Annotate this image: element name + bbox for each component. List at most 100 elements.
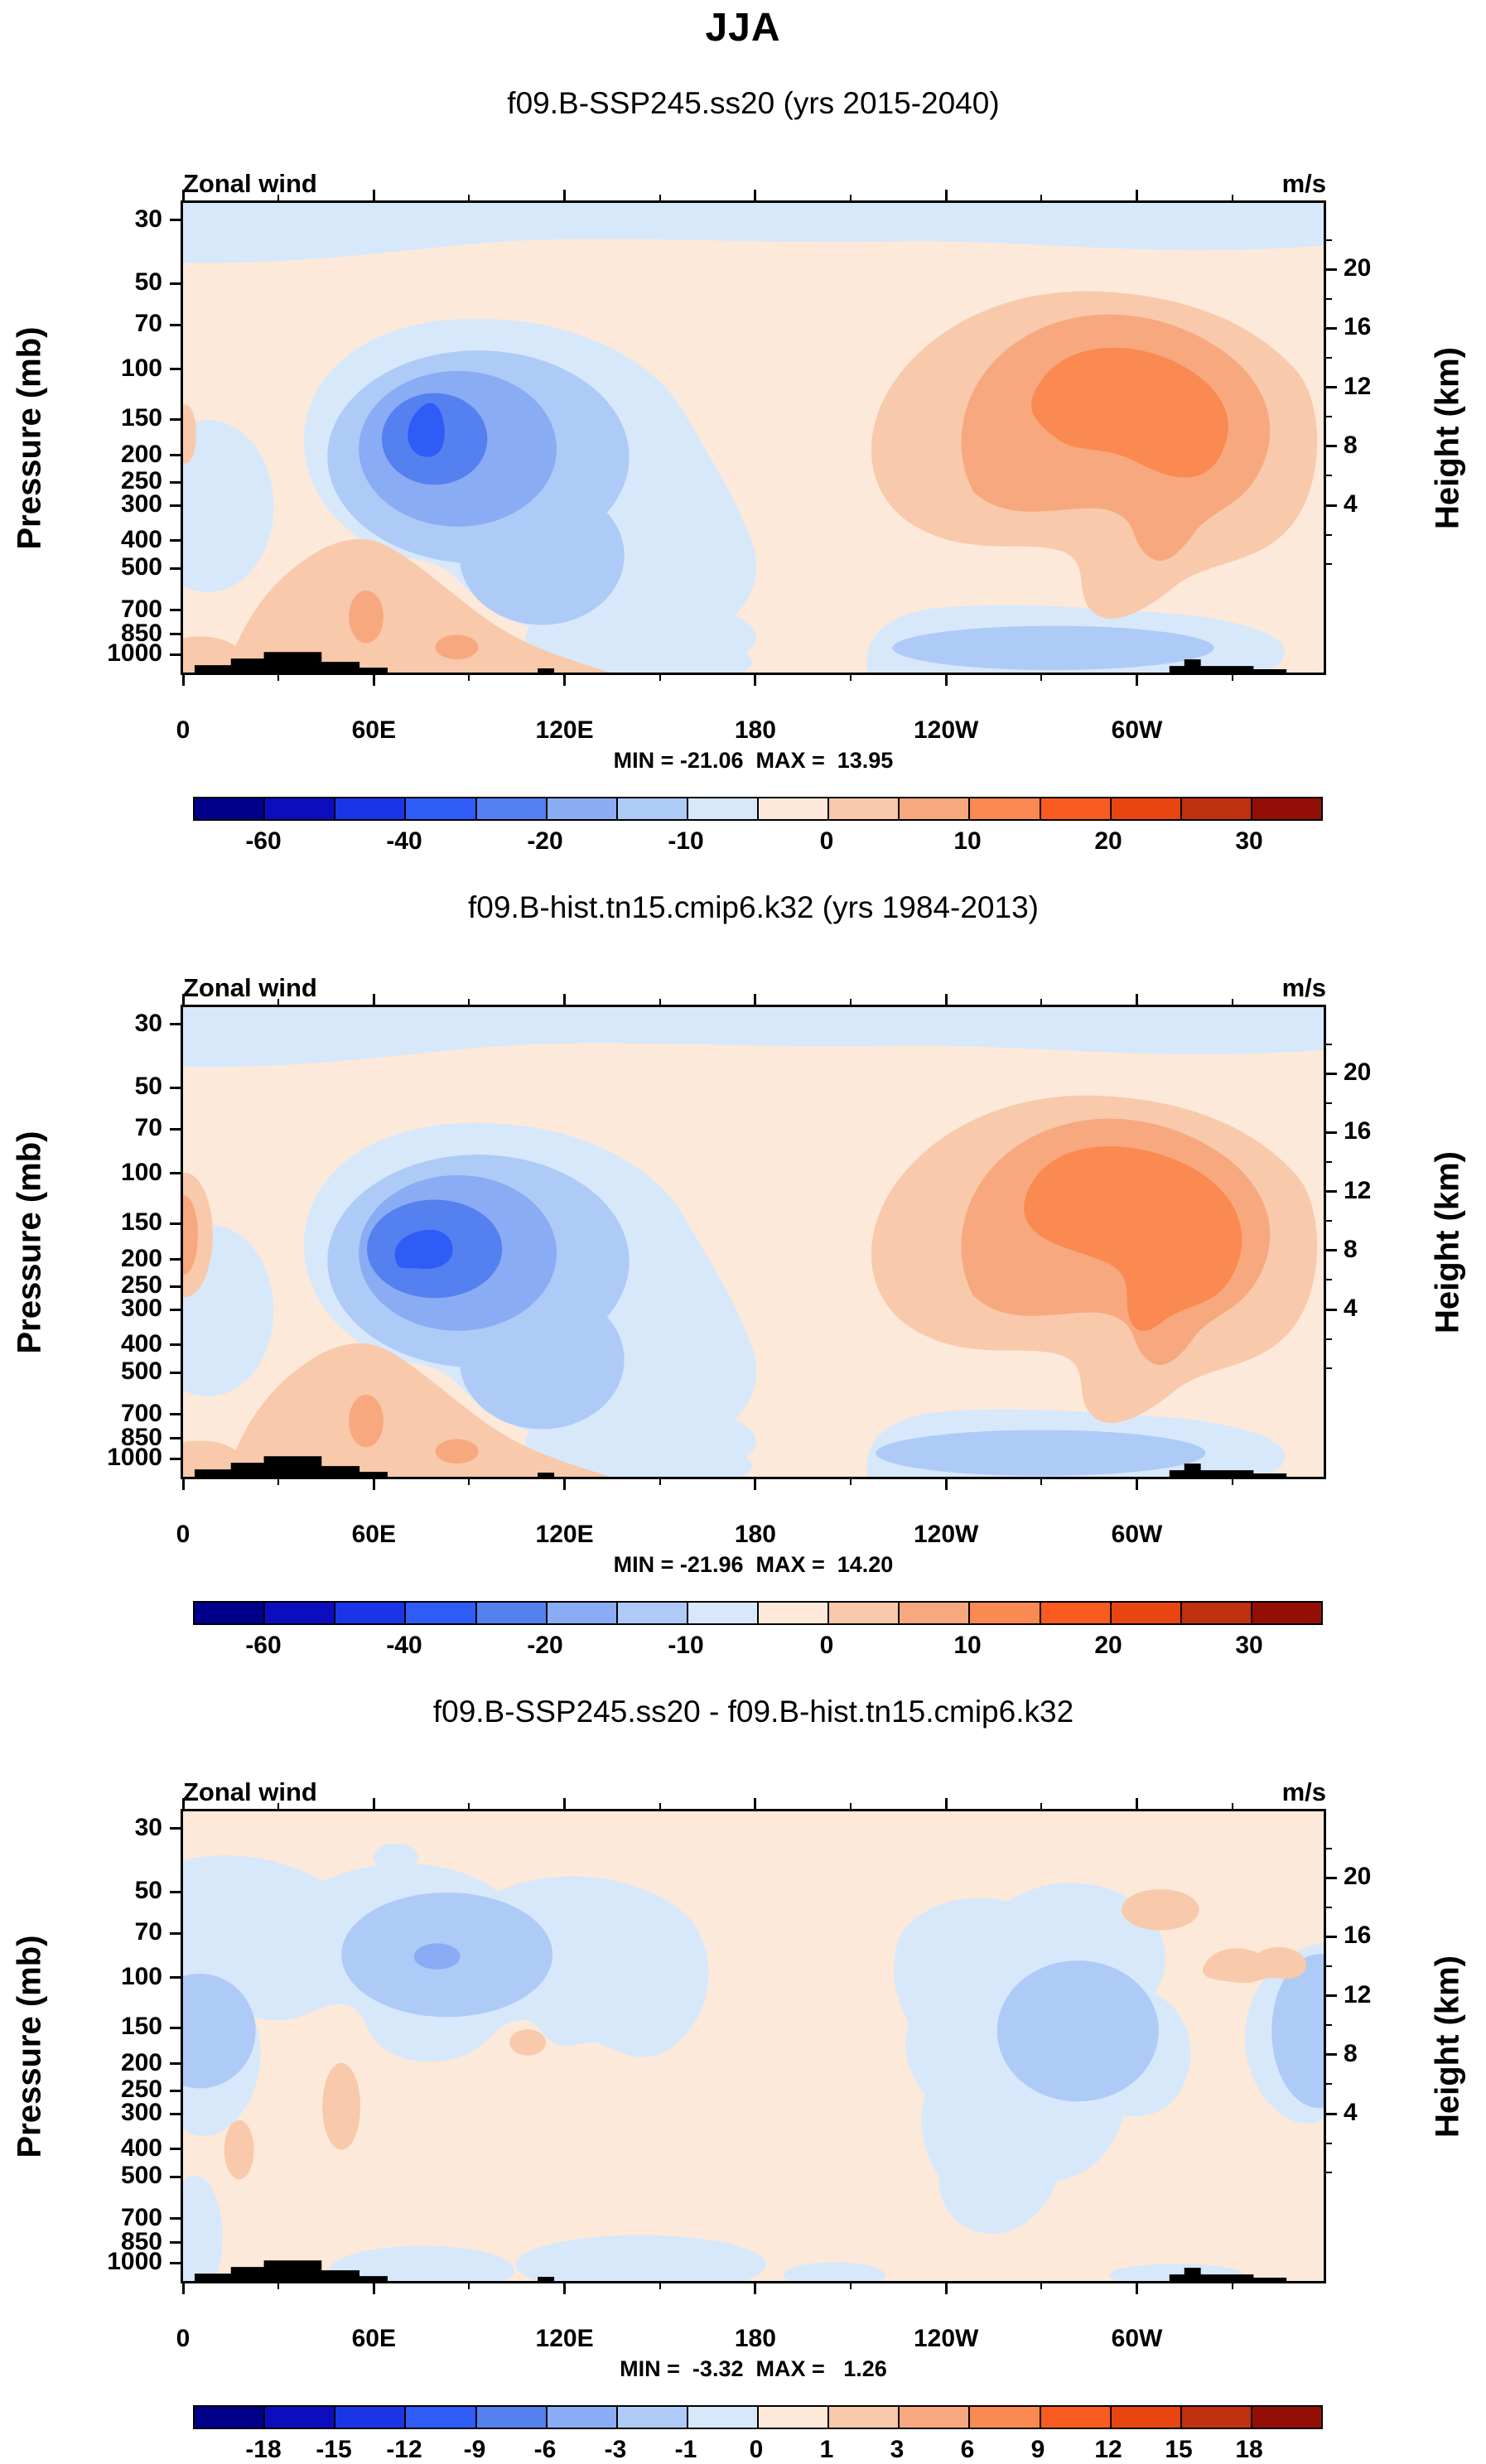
colorbar-tick-label: -6 bbox=[533, 2436, 557, 2463]
topography-silhouette bbox=[538, 668, 555, 673]
colorbar-cell-s14 bbox=[1111, 1603, 1182, 1623]
contour-band-s8 bbox=[783, 2262, 886, 2281]
height-major-tick bbox=[1326, 1994, 1337, 1998]
height-minor-tick bbox=[1326, 2083, 1332, 2085]
lon-major-tick bbox=[944, 1798, 948, 1809]
colorbar-cell-s12 bbox=[970, 1603, 1041, 1623]
colorbar bbox=[193, 1601, 1323, 1625]
lon-major-tick bbox=[754, 675, 757, 686]
height-tick-label: 16 bbox=[1344, 1117, 1372, 1145]
height-minor-tick bbox=[1326, 1160, 1332, 1163]
minmax-label: MIN = -21.06 MAX = 13.95 bbox=[613, 748, 894, 773]
lon-minor-tick bbox=[1231, 1479, 1233, 1485]
lon-major-tick bbox=[754, 994, 757, 1005]
lon-minor-tick bbox=[277, 1479, 280, 1485]
colorbar-cell-s12 bbox=[970, 2407, 1041, 2428]
pressure-tick bbox=[170, 609, 181, 612]
pressure-tick bbox=[170, 1258, 181, 1261]
lon-minor-tick bbox=[850, 999, 852, 1005]
height-major-tick bbox=[1326, 326, 1337, 330]
height-major-tick bbox=[1326, 2112, 1337, 2115]
contour-band-s11 bbox=[349, 591, 384, 644]
height-major-tick bbox=[1326, 504, 1337, 507]
colorbar-cell-s13 bbox=[1040, 1603, 1112, 1623]
lon-major-tick bbox=[563, 1479, 567, 1490]
colorbar-cell-s11 bbox=[900, 2407, 971, 2428]
lon-major-tick bbox=[944, 675, 948, 686]
lon-minor-tick bbox=[1040, 1803, 1043, 1809]
topography-silhouette bbox=[1169, 1463, 1287, 1477]
lon-major-tick bbox=[944, 2283, 948, 2294]
contour-band-s8 bbox=[183, 420, 274, 592]
lon-minor-tick bbox=[850, 2283, 852, 2289]
pressure-tick-label: 700 bbox=[120, 2203, 162, 2231]
longitude-tick-label: 120W bbox=[914, 716, 979, 744]
contour-band-s10 bbox=[1122, 1889, 1199, 1931]
topography-silhouette bbox=[194, 2260, 388, 2281]
longitude-tick-label: 120E bbox=[535, 1521, 594, 1548]
lon-minor-tick bbox=[468, 1479, 470, 1485]
longitude-tick-label: 60E bbox=[351, 2325, 396, 2352]
height-minor-tick bbox=[1326, 2172, 1332, 2174]
lon-minor-tick bbox=[468, 2283, 470, 2289]
pressure-tick bbox=[170, 2175, 181, 2178]
pressure-tick-label: 30 bbox=[134, 1813, 162, 1841]
pressure-tick bbox=[170, 2026, 181, 2029]
pressure-tick-label: 70 bbox=[134, 1114, 162, 1142]
lon-major-tick bbox=[372, 1479, 375, 1490]
contour-plot bbox=[170, 1798, 1337, 2294]
colorbar-cell-s2 bbox=[265, 1603, 336, 1623]
height-minor-tick bbox=[1326, 1847, 1332, 1849]
colorbar-cell-s4 bbox=[406, 1603, 477, 1623]
colorbar-tick-label: 15 bbox=[1165, 2436, 1193, 2463]
contour-band-s4 bbox=[394, 1229, 453, 1270]
colorbar-cell-s8 bbox=[688, 1603, 759, 1623]
contour-band-s8 bbox=[570, 637, 752, 673]
pressure-tick bbox=[170, 323, 181, 326]
contour-band-s10 bbox=[509, 2029, 547, 2056]
panel-title: f09.B-SSP245.ss20 (yrs 2015-2040) bbox=[507, 86, 1000, 120]
contour-band-s12 bbox=[1030, 347, 1228, 478]
lon-major-tick bbox=[181, 2283, 185, 2294]
pressure-tick bbox=[170, 1086, 181, 1089]
pressure-tick-label: 250 bbox=[120, 467, 162, 495]
pressure-tick-label: 700 bbox=[120, 595, 162, 623]
pressure-tick bbox=[170, 1308, 181, 1311]
lon-major-tick bbox=[563, 1798, 567, 1809]
lon-major-tick bbox=[1135, 2283, 1138, 2294]
contour-band-s10 bbox=[183, 636, 243, 673]
colorbar-tick-label: 20 bbox=[1094, 827, 1122, 855]
lon-major-tick bbox=[754, 2283, 757, 2294]
contour-plot bbox=[170, 994, 1337, 1490]
pressure-tick bbox=[170, 567, 181, 570]
lon-major-tick bbox=[563, 190, 567, 200]
colorbar-cell-s2 bbox=[265, 798, 336, 819]
contour-field bbox=[183, 203, 1324, 673]
colorbar-tick-label: 0 bbox=[819, 1632, 834, 1659]
height-minor-tick bbox=[1326, 533, 1332, 536]
height-major-tick bbox=[1326, 1190, 1337, 1193]
pressure-tick bbox=[170, 1343, 181, 1347]
colorbar-cell-s6 bbox=[547, 1603, 618, 1623]
pressure-tick-label: 50 bbox=[134, 1877, 162, 1905]
pressure-tick bbox=[170, 2148, 181, 2151]
contour-band-s10 bbox=[224, 2120, 254, 2180]
panel-title: f09.B-hist.tn15.cmip6.k32 (yrs 1984-2013… bbox=[468, 890, 1039, 924]
pressure-tick-label: 70 bbox=[134, 1918, 162, 1946]
height-tick-label: 12 bbox=[1344, 372, 1372, 400]
pressure-tick-label: 1000 bbox=[107, 639, 162, 668]
pressure-tick bbox=[170, 1931, 181, 1935]
longitude-tick-label: 180 bbox=[734, 716, 776, 744]
pressure-tick-label: 70 bbox=[134, 310, 162, 338]
lon-major-tick bbox=[372, 994, 375, 1005]
height-tick-label: 4 bbox=[1344, 2099, 1358, 2127]
colorbar-cell-s15 bbox=[1181, 1603, 1252, 1623]
colorbar-cell-s9 bbox=[759, 798, 830, 819]
pressure-tick-label: 50 bbox=[134, 268, 162, 297]
lon-major-tick bbox=[754, 1479, 757, 1490]
height-tick-label: 8 bbox=[1344, 2039, 1358, 2067]
lon-major-tick bbox=[181, 675, 185, 686]
colorbar-cell-s7 bbox=[617, 1603, 688, 1623]
longitude-tick-label: 60W bbox=[1111, 1521, 1163, 1548]
contour-field bbox=[183, 1811, 1324, 2281]
